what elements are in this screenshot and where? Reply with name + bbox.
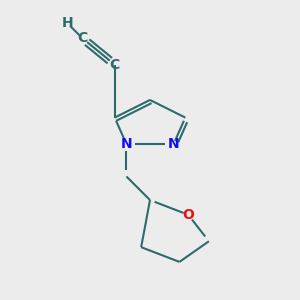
Text: N: N <box>121 137 132 151</box>
Text: C: C <box>110 58 120 72</box>
Text: H: H <box>62 16 74 30</box>
Text: O: O <box>182 208 194 222</box>
Text: C: C <box>77 31 87 45</box>
Text: N: N <box>168 137 179 151</box>
